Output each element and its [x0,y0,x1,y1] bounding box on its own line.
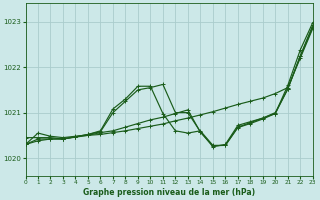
X-axis label: Graphe pression niveau de la mer (hPa): Graphe pression niveau de la mer (hPa) [83,188,255,197]
